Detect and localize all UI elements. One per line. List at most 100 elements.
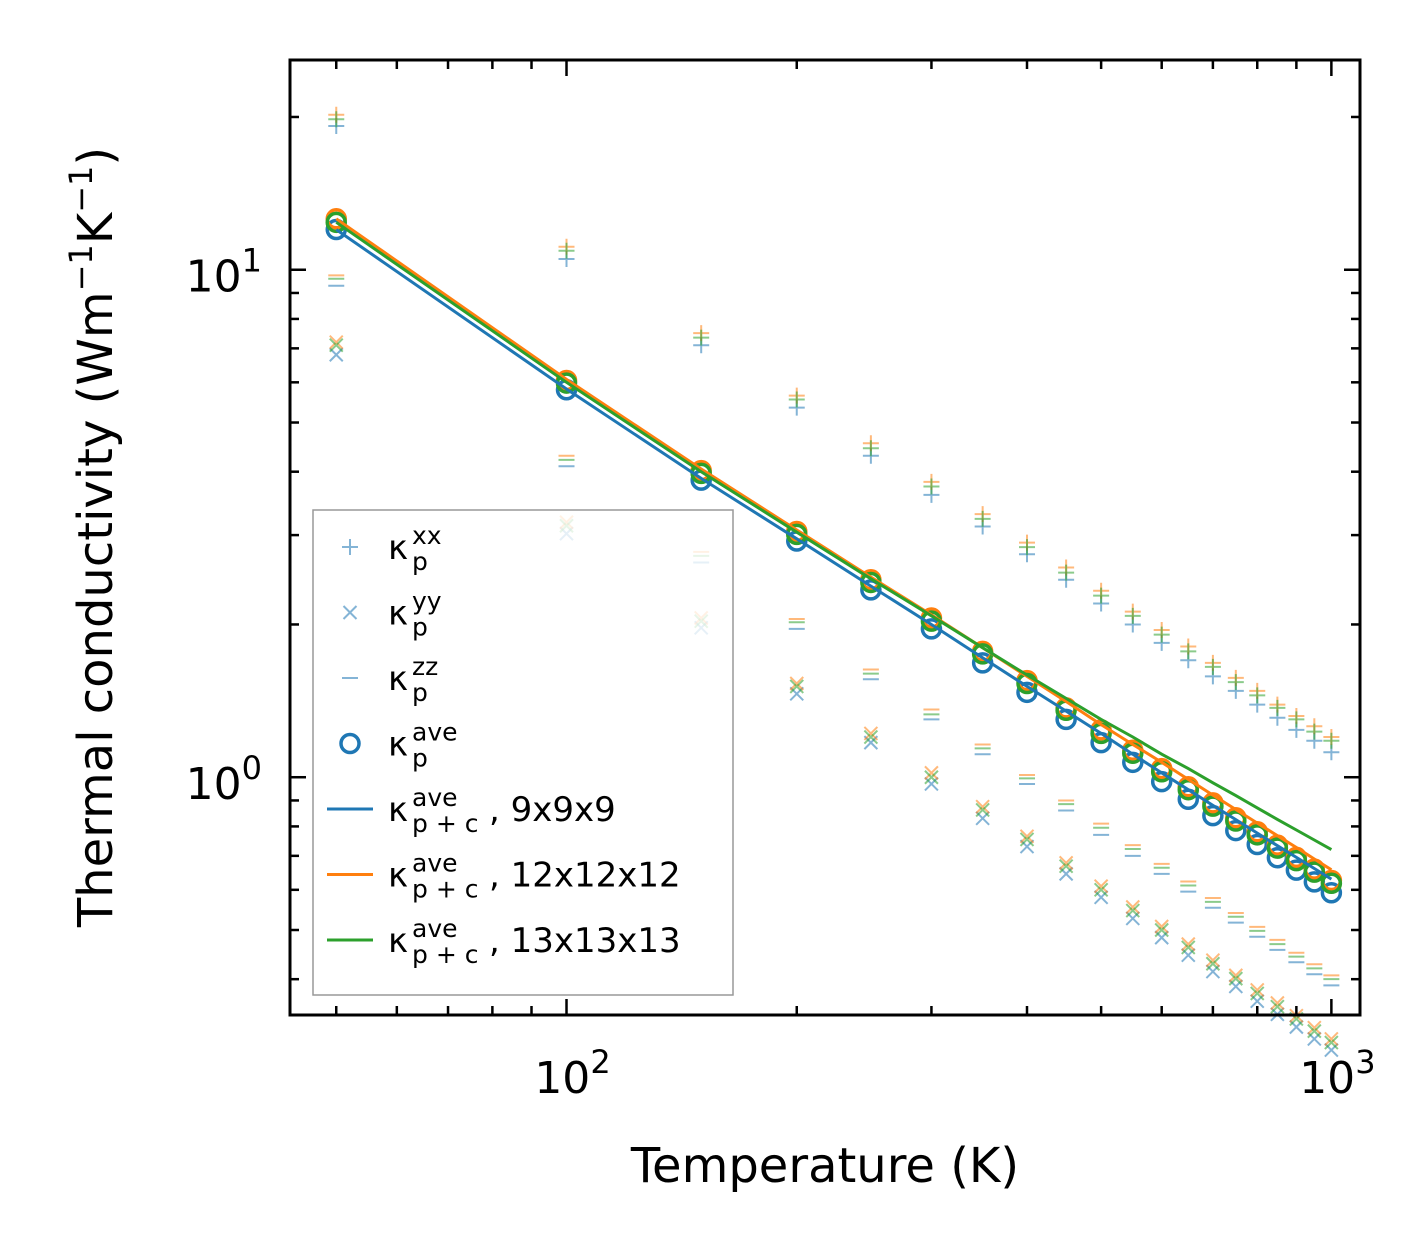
- point-kyy-12-1000: [1324, 1031, 1339, 1047]
- point-kyy-13-300: [924, 770, 939, 785]
- point-kave-13-950: [1303, 861, 1326, 883]
- point-kyy-13-850: [1270, 999, 1285, 1014]
- point-kxx-13-950: [1306, 723, 1323, 740]
- point-kxx-13-450: [1058, 564, 1075, 581]
- point-kxx-13-200: [788, 391, 805, 408]
- point-kyy-9-500: [1093, 890, 1109, 905]
- legend-label-4: κ ave p + c, 9x9x9: [388, 783, 616, 838]
- point-kxx-13-150: [693, 329, 710, 346]
- point-kyy-13-450: [1058, 858, 1074, 874]
- point-kxx-13-350: [974, 510, 991, 527]
- point-kxx-13-400: [1019, 539, 1035, 556]
- point-kxx-13-50: [328, 111, 345, 128]
- line-kpc-9x9x9: [335, 228, 1333, 881]
- point-kxx-13-100: [558, 242, 575, 259]
- y-axis-label: Thermal conductivity (Wm−1K−1): [62, 147, 124, 928]
- point-kyy-9-300: [924, 776, 939, 792]
- point-kyy-13-700: [1205, 956, 1221, 971]
- legend-entry-5: κ ave p + c, 12x12x12: [327, 849, 681, 904]
- point-kave-9-800: [1246, 833, 1269, 856]
- point-kxx-13-800: [1249, 687, 1266, 704]
- y-axis-label-main: Thermal conductivity (Wm: [68, 291, 124, 928]
- point-kave-13-1000: [1320, 872, 1343, 895]
- point-kyy-12-650: [1181, 936, 1196, 952]
- point-kyy-12-450: [1058, 855, 1074, 871]
- series-kxx-13: [328, 111, 1340, 749]
- x-tick-label-1000: 103: [1299, 1043, 1375, 1104]
- legend: κ xx p κ yy p κ zz p κ ave p κ ave p + c, 9x9x9 κ ave p +…: [312, 509, 734, 996]
- point-kyy-13-50: [329, 338, 344, 353]
- point-kave-13-700: [1202, 795, 1224, 817]
- legend-label-2: κ zz p: [388, 652, 438, 707]
- legend-entry-1: κ yy p: [342, 587, 442, 642]
- point-kave-9-1000: [1320, 882, 1343, 904]
- point-kxx-13-300: [923, 478, 940, 495]
- point-kxx-13-750: [1227, 674, 1244, 691]
- line-kpc-12x12x12: [335, 217, 1333, 872]
- y-axis-label-sup2: −1: [62, 166, 100, 213]
- point-kyy-12-400: [1019, 829, 1035, 844]
- x-tick-label-100: 102: [534, 1043, 610, 1104]
- point-kyy-13-550: [1125, 903, 1140, 918]
- point-kyy-12-950: [1307, 1020, 1322, 1035]
- point-kyy-12-550: [1125, 899, 1140, 915]
- line-kpc-13x13x13: [335, 221, 1333, 851]
- y-tick-label-10: 101: [186, 242, 262, 303]
- legend-marker-0: [342, 539, 358, 555]
- y-axis-label-mid: K: [68, 211, 124, 244]
- point-kyy-13-200: [789, 679, 804, 694]
- point-kyy-12-300: [924, 765, 939, 781]
- legend-entry-2: κ zz p: [342, 652, 438, 707]
- point-kave-13-850: [1266, 837, 1289, 859]
- point-kyy-12-700: [1205, 952, 1221, 968]
- point-kxx-13-600: [1153, 626, 1170, 643]
- legend-label-5: κ ave p + c, 12x12x12: [388, 849, 681, 904]
- legend-label-1: κ yy p: [388, 587, 442, 642]
- point-kyy-13-650: [1181, 940, 1196, 955]
- point-kave-13-800: [1246, 824, 1269, 846]
- point-kyy-12-800: [1250, 982, 1265, 998]
- series-kzz-12: [328, 274, 1340, 977]
- legend-label-6: κ ave p + c, 13x13x13: [388, 914, 681, 969]
- legend-marker-1: [342, 605, 358, 620]
- legend-label-0: κ xx p: [388, 521, 442, 576]
- point-kxx-13-250: [862, 440, 879, 457]
- point-kave-13-750: [1225, 810, 1247, 832]
- point-kyy-12-200: [789, 676, 804, 691]
- point-kxx-13-1000: [1323, 732, 1340, 749]
- point-kxx-13-550: [1124, 607, 1141, 624]
- point-kyy-12-750: [1228, 968, 1244, 983]
- tick-labels: 102 103 100 101: [186, 242, 1376, 1104]
- point-kyy-13-750: [1228, 971, 1244, 986]
- point-kyy-12-850: [1270, 995, 1285, 1011]
- point-kave-13-900: [1285, 849, 1308, 872]
- legend-marker-3: [339, 732, 361, 755]
- y-axis-label-sup1: −1: [62, 244, 100, 291]
- x-axis-label: Temperature (K): [630, 1138, 1019, 1194]
- point-kxx-13-650: [1180, 643, 1197, 660]
- point-kyy-12-500: [1093, 878, 1109, 894]
- point-kyy-12-350: [975, 799, 990, 814]
- point-kyy-13-1000: [1324, 1035, 1339, 1050]
- point-kyy-13-500: [1093, 882, 1109, 898]
- point-kyy-9-600: [1154, 930, 1169, 945]
- point-kave-9-750: [1225, 819, 1247, 842]
- point-kyy-13-250: [863, 729, 879, 745]
- point-kyy-13-800: [1250, 986, 1265, 1001]
- point-kyy-12-600: [1154, 919, 1169, 934]
- legend-entry-4: κ ave p + c, 9x9x9: [327, 783, 616, 838]
- point-kyy-13-400: [1019, 832, 1035, 847]
- point-kyy-13-350: [975, 802, 990, 818]
- point-kyy-13-950: [1307, 1023, 1322, 1039]
- point-kyy-9-400: [1019, 839, 1035, 854]
- point-kxx-13-850: [1269, 699, 1286, 716]
- point-kave-9-250: [860, 579, 882, 601]
- y-axis-label-close: ): [68, 147, 124, 166]
- plot-area: [325, 106, 1343, 1058]
- series-kzz-13: [328, 277, 1340, 981]
- plot-frame: [288, 58, 1362, 1017]
- legend-entry-3: κ ave p: [339, 718, 458, 773]
- point-kyy-12-50: [329, 334, 344, 350]
- legend-label-3: κ ave p: [388, 718, 458, 773]
